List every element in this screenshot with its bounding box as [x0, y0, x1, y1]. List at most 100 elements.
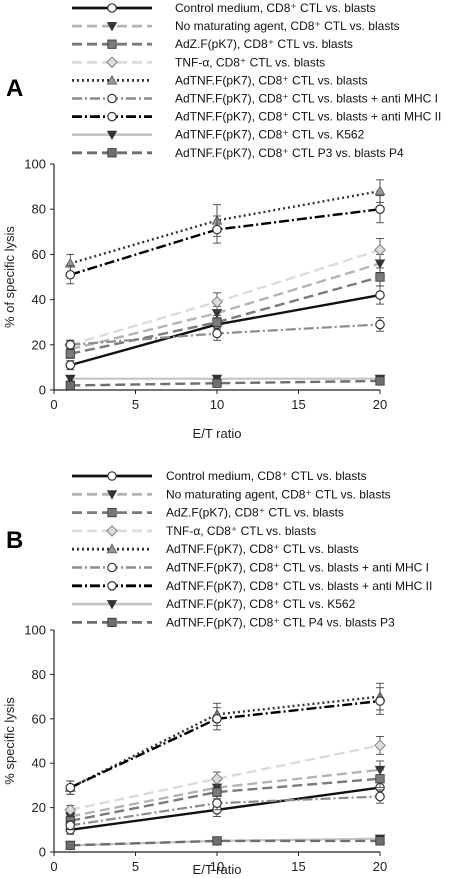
- data-point: [65, 380, 75, 391]
- legend-label: AdTNF.F(pK7), CD8⁺ CTL P4 vs. blasts P3: [166, 615, 395, 629]
- legend-marker: [106, 130, 118, 141]
- x-tick-label: 10: [210, 397, 224, 412]
- legend-item: AdTNF.F(pK7), CD8⁺ CTL vs. K562: [72, 128, 365, 142]
- legend-item: AdTNF.F(pK7), CD8⁺ CTL vs. K562: [72, 597, 356, 611]
- y-tick-label: 100: [24, 157, 46, 172]
- data-point: [211, 296, 223, 308]
- legend-label: No maturating agent, CD8⁺ CTL vs. blasts: [175, 19, 400, 33]
- legend-label: AdZ.F(pK7), CD8⁺ CTL vs. blasts: [166, 506, 344, 520]
- legend-marker: [106, 490, 118, 500]
- data-point: [65, 349, 75, 359]
- legend-item: AdTNF.F(pK7), CD8⁺ CTL vs. blasts: [72, 73, 368, 87]
- legend-marker: [106, 525, 118, 537]
- data-point: [375, 204, 385, 214]
- data-point: [65, 339, 76, 350]
- legend-label: TNF-α, CD8⁺ CTL vs. blasts: [175, 55, 325, 69]
- legend-label: AdTNF.F(pK7), CD8⁺ CTL vs. K562: [166, 597, 356, 611]
- y-tick-label: 20: [32, 337, 46, 352]
- legend-item: AdTNF.F(pK7), CD8⁺ CTL P3 vs. blasts P4: [72, 146, 404, 160]
- series: [65, 195, 385, 285]
- y-tick-label: 20: [32, 800, 46, 815]
- data-point: [65, 820, 76, 831]
- data-point: [211, 772, 223, 785]
- series: [65, 834, 386, 851]
- data-point: [65, 782, 76, 793]
- x-tick-label: 10: [210, 859, 224, 874]
- data-point: [375, 774, 385, 784]
- data-point: [65, 269, 76, 280]
- legend-label: AdTNF.F(pK7), CD8⁺ CTL vs. blasts + anti…: [175, 110, 441, 124]
- legend-marker: [107, 471, 117, 481]
- series-line: [70, 275, 381, 356]
- data-point: [374, 185, 386, 196]
- legend-marker: [107, 3, 117, 13]
- y-tick-label: 60: [32, 247, 46, 262]
- legend-label: TNF-α, CD8⁺ CTL vs. blasts: [166, 524, 316, 538]
- legend-label: AdTNF.F(pK7), CD8⁺ CTL vs. K562: [175, 128, 365, 142]
- x-tick-label: 15: [291, 397, 305, 412]
- legend-item: AdTNF.F(pK7), CD8⁺ CTL P4 vs. blasts P3: [72, 615, 395, 629]
- legend-item: AdTNF.F(pK7), CD8⁺ CTL vs. blasts + anti…: [72, 579, 432, 593]
- legend-marker: [107, 93, 117, 104]
- series: [65, 789, 385, 831]
- data-point: [65, 840, 75, 850]
- legend-label: Control medium, CD8⁺ CTL vs. blasts: [175, 1, 376, 15]
- y-tick-label: 40: [32, 756, 46, 771]
- panel-a: Control medium, CD8⁺ CTL vs. blasts No ma…: [2, 1, 441, 441]
- legend-marker: [106, 22, 118, 32]
- series: [65, 687, 385, 795]
- data-point: [212, 378, 222, 388]
- series-line: [70, 262, 381, 351]
- legend-label: AdTNF.F(pK7), CD8⁺ CTL vs. blasts + anti…: [166, 579, 432, 593]
- y-tick-label: 0: [39, 383, 46, 398]
- data-point: [374, 739, 386, 752]
- x-tick-label: 20: [373, 859, 387, 874]
- data-point: [212, 317, 222, 327]
- series: [65, 267, 385, 359]
- legend-item: AdTNF.F(pK7), CD8⁺ CTL vs. blasts + anti…: [72, 110, 441, 124]
- y-tick-label: 60: [32, 711, 46, 726]
- legend-marker: [107, 39, 117, 49]
- data-point: [375, 376, 385, 386]
- legend-marker: [107, 507, 117, 518]
- series: [64, 238, 386, 351]
- data-point: [375, 836, 385, 846]
- series: [64, 736, 386, 816]
- x-tick-label: 0: [50, 397, 57, 412]
- panel-letter: A: [6, 75, 23, 102]
- data-point: [65, 374, 76, 385]
- legend-label: AdTNF.F(pK7), CD8⁺ CTL vs. blasts + anti…: [175, 92, 438, 106]
- y-tick-label: 80: [32, 667, 46, 682]
- legend-label: AdTNF.F(pK7), CD8⁺ CTL vs. blasts: [166, 542, 359, 556]
- data-point: [212, 713, 222, 724]
- y-tick-label: 80: [32, 202, 46, 217]
- panel-letter: B: [6, 527, 23, 554]
- x-axis-label: E/T ratio: [193, 862, 242, 877]
- data-point: [65, 360, 76, 370]
- legend-item: No maturating agent, CD8⁺ CTL vs. blasts: [72, 19, 400, 33]
- y-axis-label: % of specific lysis: [2, 226, 17, 328]
- data-point: [375, 319, 385, 330]
- data-point: [212, 798, 222, 808]
- legend-marker: [107, 617, 117, 628]
- series: [64, 179, 386, 273]
- legend-label: AdTNF.F(pK7), CD8⁺ CTL vs. blasts: [175, 73, 368, 87]
- series: [65, 253, 386, 355]
- x-tick-label: 15: [291, 859, 305, 874]
- series-line: [70, 786, 381, 831]
- legend-item: AdZ.F(pK7), CD8⁺ CTL vs. blasts: [72, 506, 344, 520]
- legend-item: Control medium, CD8⁺ CTL vs. blasts: [72, 1, 376, 15]
- legend-marker: [106, 74, 118, 85]
- data-point: [375, 791, 385, 802]
- data-point: [212, 836, 222, 846]
- panel-b: Control medium, CD8⁺ CTL vs. blasts No ma…: [2, 469, 432, 877]
- series-line: [69, 189, 381, 265]
- series-line: [69, 248, 381, 346]
- y-tick-label: 40: [32, 292, 46, 307]
- legend-label: No maturating agent, CD8⁺ CTL vs. blasts: [166, 487, 391, 501]
- legend-marker: [107, 148, 117, 158]
- legend-item: AdZ.F(pK7), CD8⁺ CTL vs. blasts: [72, 37, 353, 51]
- legend-item: AdTNF.F(pK7), CD8⁺ CTL vs. blasts + anti…: [72, 561, 429, 575]
- data-point: [212, 328, 222, 339]
